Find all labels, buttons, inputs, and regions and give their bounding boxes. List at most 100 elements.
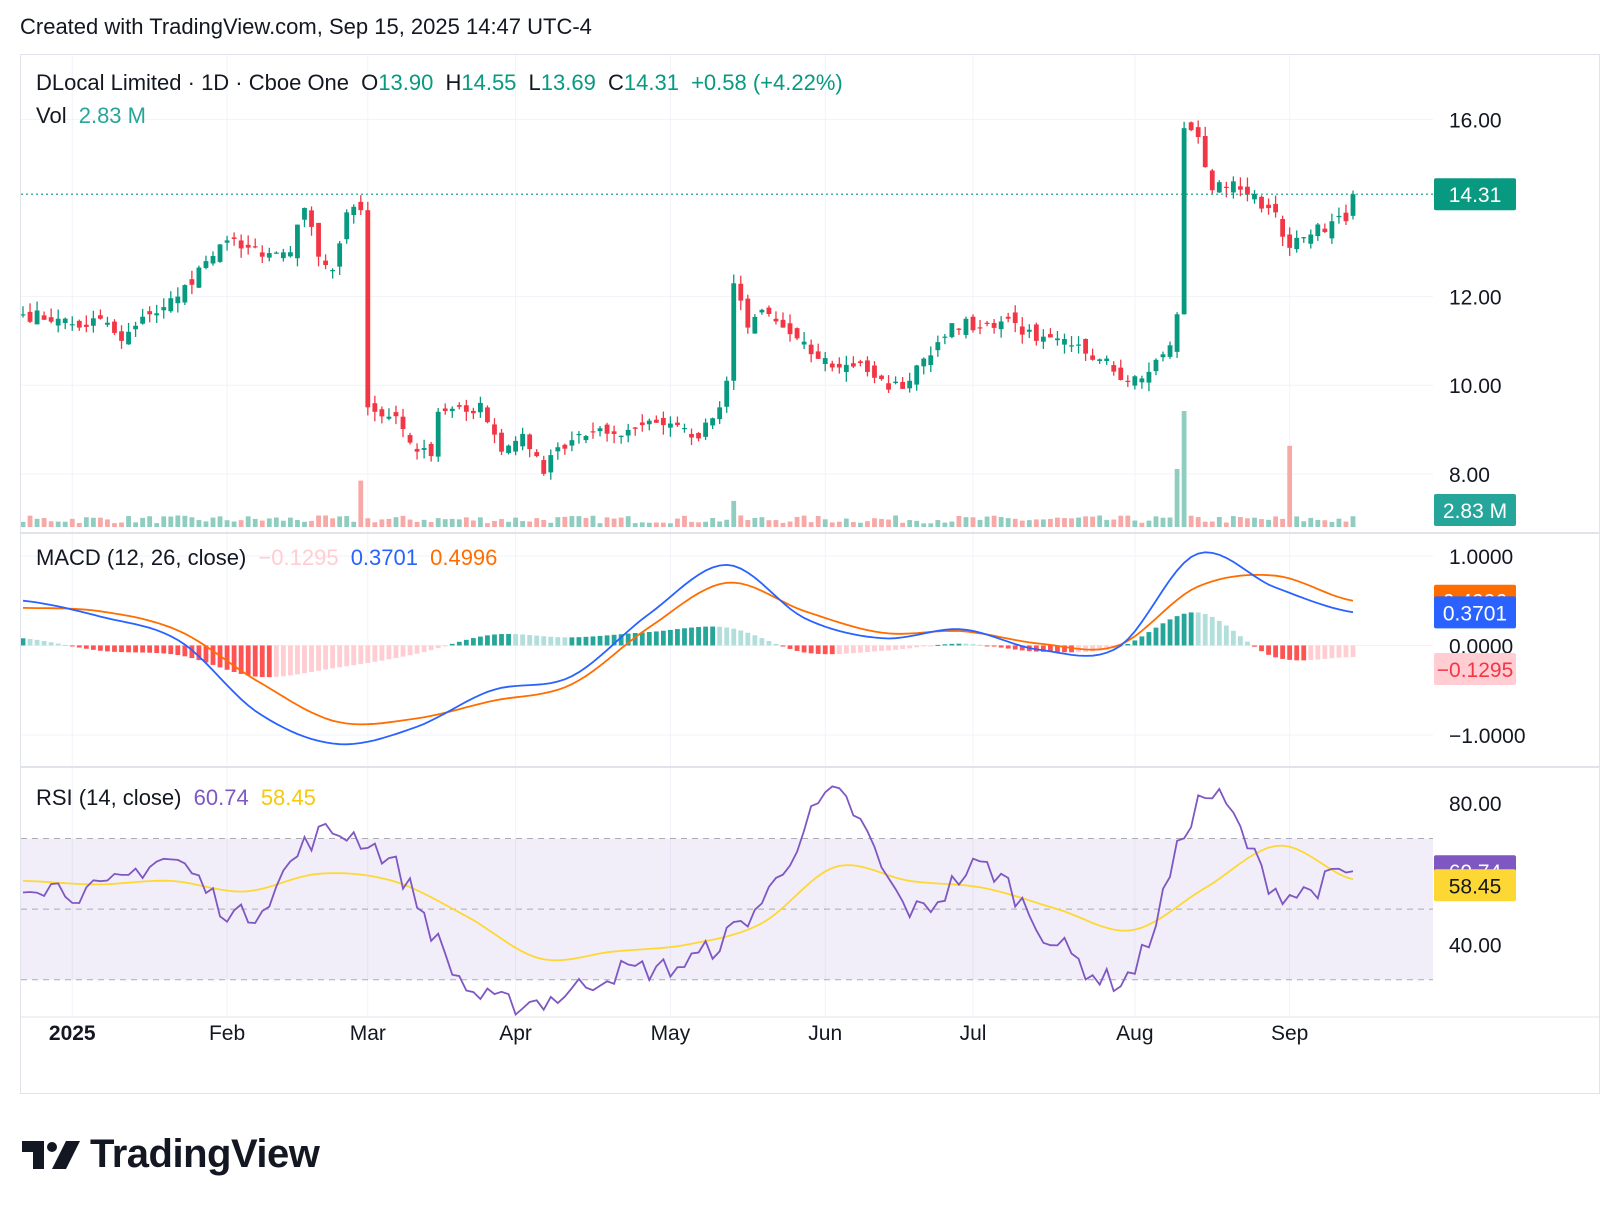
candle-body <box>1301 237 1307 239</box>
macd-signal-line <box>22 574 1354 726</box>
macd-histogram-bar <box>949 643 955 646</box>
price-axis[interactable]: 8.00 10.00 12.00 16.00 1.0000 0.0000 −1.0000 80… <box>1449 109 1526 957</box>
macd-histogram-bar <box>822 645 828 655</box>
candle-body <box>435 411 441 457</box>
macd-histogram-bar <box>879 645 884 651</box>
candle-body <box>527 434 533 450</box>
candle-body <box>21 314 26 316</box>
candle-body <box>238 240 244 249</box>
volume-bar <box>836 521 842 527</box>
macd-histogram-bar <box>400 645 406 657</box>
candle-body <box>133 325 138 330</box>
candle-body <box>1315 224 1321 237</box>
macd-histogram-bar <box>1238 636 1243 646</box>
volume-bar <box>900 522 906 527</box>
volume-bar <box>787 521 793 527</box>
candle-body <box>710 418 716 426</box>
macd-histogram-bar <box>1245 641 1250 646</box>
volume-bar <box>879 518 884 527</box>
hist-badge-text: −0.1295 <box>1437 659 1514 682</box>
candle-body <box>569 440 575 446</box>
candle-body <box>1343 212 1349 222</box>
macd-histogram-bar <box>520 634 526 646</box>
candle-body <box>801 341 807 345</box>
candle-body <box>62 318 68 324</box>
candle-body <box>555 447 561 452</box>
macd-histogram-bar <box>1266 645 1271 655</box>
volume-bar <box>1294 516 1300 527</box>
candle-body <box>478 402 483 413</box>
macd-tick-label: 0.0000 <box>1449 635 1513 658</box>
candle-body <box>456 405 462 407</box>
tradingview-logo-text: TradingView <box>90 1132 320 1176</box>
volume-bar <box>252 518 258 527</box>
time-tick-label: Jul <box>960 1022 987 1045</box>
candle-body <box>752 316 758 334</box>
volume-bar <box>414 521 420 527</box>
chart-frame[interactable]: 8.00 10.00 12.00 16.00 1.0000 0.0000 −1.0000 80… <box>20 54 1600 1094</box>
volume-bar <box>1308 517 1314 527</box>
candle-body <box>1104 358 1110 362</box>
volume-bar <box>1012 518 1018 527</box>
macd-histogram-bar <box>203 645 209 663</box>
volume-bar <box>843 518 849 527</box>
macd-histogram-bar <box>83 645 89 649</box>
candle-body <box>1026 329 1032 332</box>
candle-body <box>280 252 286 259</box>
rsi-pane <box>21 785 1433 1017</box>
price-badge-bg <box>1434 178 1516 211</box>
volume-bar <box>1230 516 1236 527</box>
macd-histogram-bar <box>358 645 364 665</box>
candle-body <box>843 364 849 373</box>
candle-body <box>1160 354 1166 358</box>
chart-canvas[interactable]: 8.00 10.00 12.00 16.00 1.0000 0.0000 −1.0000 80… <box>21 55 1599 1093</box>
macd-histogram-bar <box>386 645 392 660</box>
macd-histogram-bar <box>541 636 547 646</box>
macd-histogram-bar <box>731 628 737 646</box>
volume-bar <box>1223 522 1229 527</box>
candle-body <box>112 321 117 333</box>
candle-body <box>675 422 680 426</box>
time-axis[interactable]: 2025 Feb Mar Apr May Jun Jul Aug Sep <box>49 1022 1308 1045</box>
candle-body <box>1252 193 1257 200</box>
macd-histogram-bar <box>583 636 589 646</box>
macd-histogram-bar <box>69 645 75 647</box>
volume-legend: Vol 2.83 M <box>36 103 152 129</box>
created-with-header: Created with TradingView.com, Sep 15, 20… <box>20 14 592 39</box>
macd-histogram-bar <box>506 633 511 646</box>
volume-bar <box>696 522 701 527</box>
macd-histogram-bar <box>632 633 638 646</box>
volume-bar <box>1195 517 1201 527</box>
candle-body <box>379 409 385 417</box>
volume-bar <box>703 521 708 527</box>
tradingview-logo[interactable]: TradingView <box>22 1132 320 1177</box>
volume-bar <box>1252 517 1257 527</box>
macd-histogram-bar <box>815 645 821 654</box>
volume-bar <box>1146 520 1152 527</box>
macd-histogram-bar <box>984 645 990 647</box>
candle-body <box>400 416 406 429</box>
candle-body <box>1005 316 1011 319</box>
volume-bar <box>273 517 279 527</box>
candle-body <box>1055 338 1060 341</box>
volume-bar <box>196 520 202 527</box>
volume-bar <box>738 515 744 527</box>
candle-body <box>1273 203 1278 213</box>
macd-histogram-bar <box>597 635 603 646</box>
volume-bar <box>316 515 321 527</box>
macd-histogram-bar <box>442 645 448 647</box>
macd-tick-label: −1.0000 <box>1449 725 1526 748</box>
volume-bar <box>203 521 209 527</box>
volume-bar <box>344 516 350 527</box>
macd-histogram-bar <box>956 643 962 646</box>
candle-body <box>492 424 497 435</box>
macd-histogram-bar <box>154 645 160 653</box>
volume-bar <box>562 516 568 527</box>
candle-body <box>759 309 765 313</box>
volume-bar <box>780 522 786 527</box>
volume-bar <box>604 517 610 527</box>
volume-bar <box>105 519 110 527</box>
volume-bar <box>62 521 68 527</box>
volume-bar <box>1026 520 1032 527</box>
macd-histogram-bar <box>295 645 300 675</box>
